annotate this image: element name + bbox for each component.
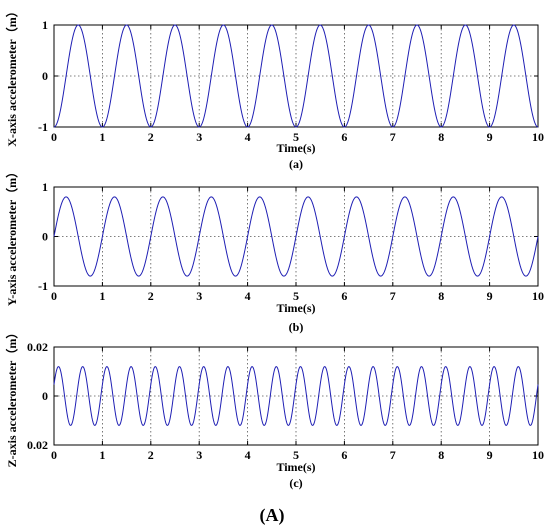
y-tick-labels-a: -1 0 1: [38, 18, 48, 134]
y-tick-labels-c: 0.02 0 0.02: [27, 340, 48, 452]
panel-b: 0 1 2 3 4 5 6 7 8 9 10 -101 Time(s) Y-axis acceler…: [4, 166, 544, 334]
x-tick-label: 6: [341, 448, 347, 462]
x-tick-label: 9: [487, 130, 493, 144]
x-tick-label: 6: [341, 289, 347, 303]
x-tick-label: 8: [438, 289, 444, 303]
series-line-c: [53, 366, 539, 426]
x-tick-label: 2: [148, 448, 154, 462]
panel-label-b: (b): [289, 320, 304, 334]
x-tick-label: 0: [51, 448, 57, 462]
grid-c: [54, 347, 538, 445]
x-tick-label: 9: [487, 289, 493, 303]
x-tick-label: 1: [99, 289, 105, 303]
y-axis-label-b: Y-axis accelerometer（m）: [4, 166, 19, 306]
y-tick-label: 0: [42, 230, 48, 244]
x-tick-label: 5: [293, 130, 299, 144]
y-tick-label: 0.02: [27, 340, 48, 354]
x-tick-label: 8: [438, 130, 444, 144]
y-tick-labels-b: -1 0 1: [38, 180, 48, 293]
x-tick-label: 7: [390, 130, 396, 144]
x-tick-label: 2: [148, 130, 154, 144]
y-axis-label-c: Z-axis accelerometer（m）: [4, 327, 19, 468]
x-tick-label: 7: [390, 289, 396, 303]
x-tick-label: 4: [245, 448, 251, 462]
x-tick-label: 4: [245, 289, 251, 303]
x-axis-label-a: Time(s): [276, 141, 315, 155]
x-tick-label: 3: [196, 130, 202, 144]
x-tick-label: 5: [293, 448, 299, 462]
panel-a: 0 1 2 3 4 5 6 7 8 9 10 -101 Time(s) X-axis acceler…: [4, 5, 544, 171]
x-tick-label: 8: [438, 448, 444, 462]
x-tick-label: 0: [51, 130, 57, 144]
y-tick-label: -1: [38, 120, 48, 134]
y-tick-label: 0: [42, 69, 48, 83]
x-tick-label: 10: [532, 289, 544, 303]
x-tick-label: 10: [532, 448, 544, 462]
x-tick-label: 1: [99, 448, 105, 462]
x-tick-label: 3: [196, 448, 202, 462]
x-tick-label: 5: [293, 289, 299, 303]
y-tick-label: 0: [42, 389, 48, 403]
y-tick-label: 1: [42, 180, 48, 194]
ticks-c: [53, 346, 539, 446]
series-line-a: [53, 24, 539, 128]
x-axis-label-b: Time(s): [276, 301, 315, 315]
panel-label-a: (a): [289, 157, 303, 171]
x-tick-label: 6: [341, 130, 347, 144]
x-tick-label: 1: [99, 130, 105, 144]
x-tick-label: 2: [148, 289, 154, 303]
x-tick-label: 7: [390, 448, 396, 462]
x-tick-label: 3: [196, 289, 202, 303]
figure-caption: (A): [260, 505, 285, 526]
x-tick-label: 0: [51, 289, 57, 303]
y-tick-label: 1: [42, 18, 48, 32]
x-axis-label-c: Time(s): [276, 460, 315, 474]
x-tick-label: 4: [245, 130, 251, 144]
ticks-b: [53, 186, 539, 287]
x-tick-label: 10: [532, 130, 544, 144]
grid-a: [54, 25, 538, 127]
x-tick-label: 9: [487, 448, 493, 462]
x-tick-labels-c: 0 1 2 3 4 5 6 7 8 9 10: [51, 448, 544, 462]
ticks-a: [53, 24, 539, 128]
y-tick-label: -1: [38, 279, 48, 293]
y-tick-label: 0.02: [27, 438, 48, 452]
y-axis-label-a: X-axis accelerometer（m）: [4, 5, 19, 146]
series-line-b: [53, 196, 539, 277]
panel-label-c: (c): [289, 476, 302, 490]
x-tick-labels-b: 0 1 2 3 4 5 6 7 8 9 10: [51, 289, 544, 303]
x-tick-labels-a: 0 1 2 3 4 5 6 7 8 9 10: [51, 130, 544, 144]
